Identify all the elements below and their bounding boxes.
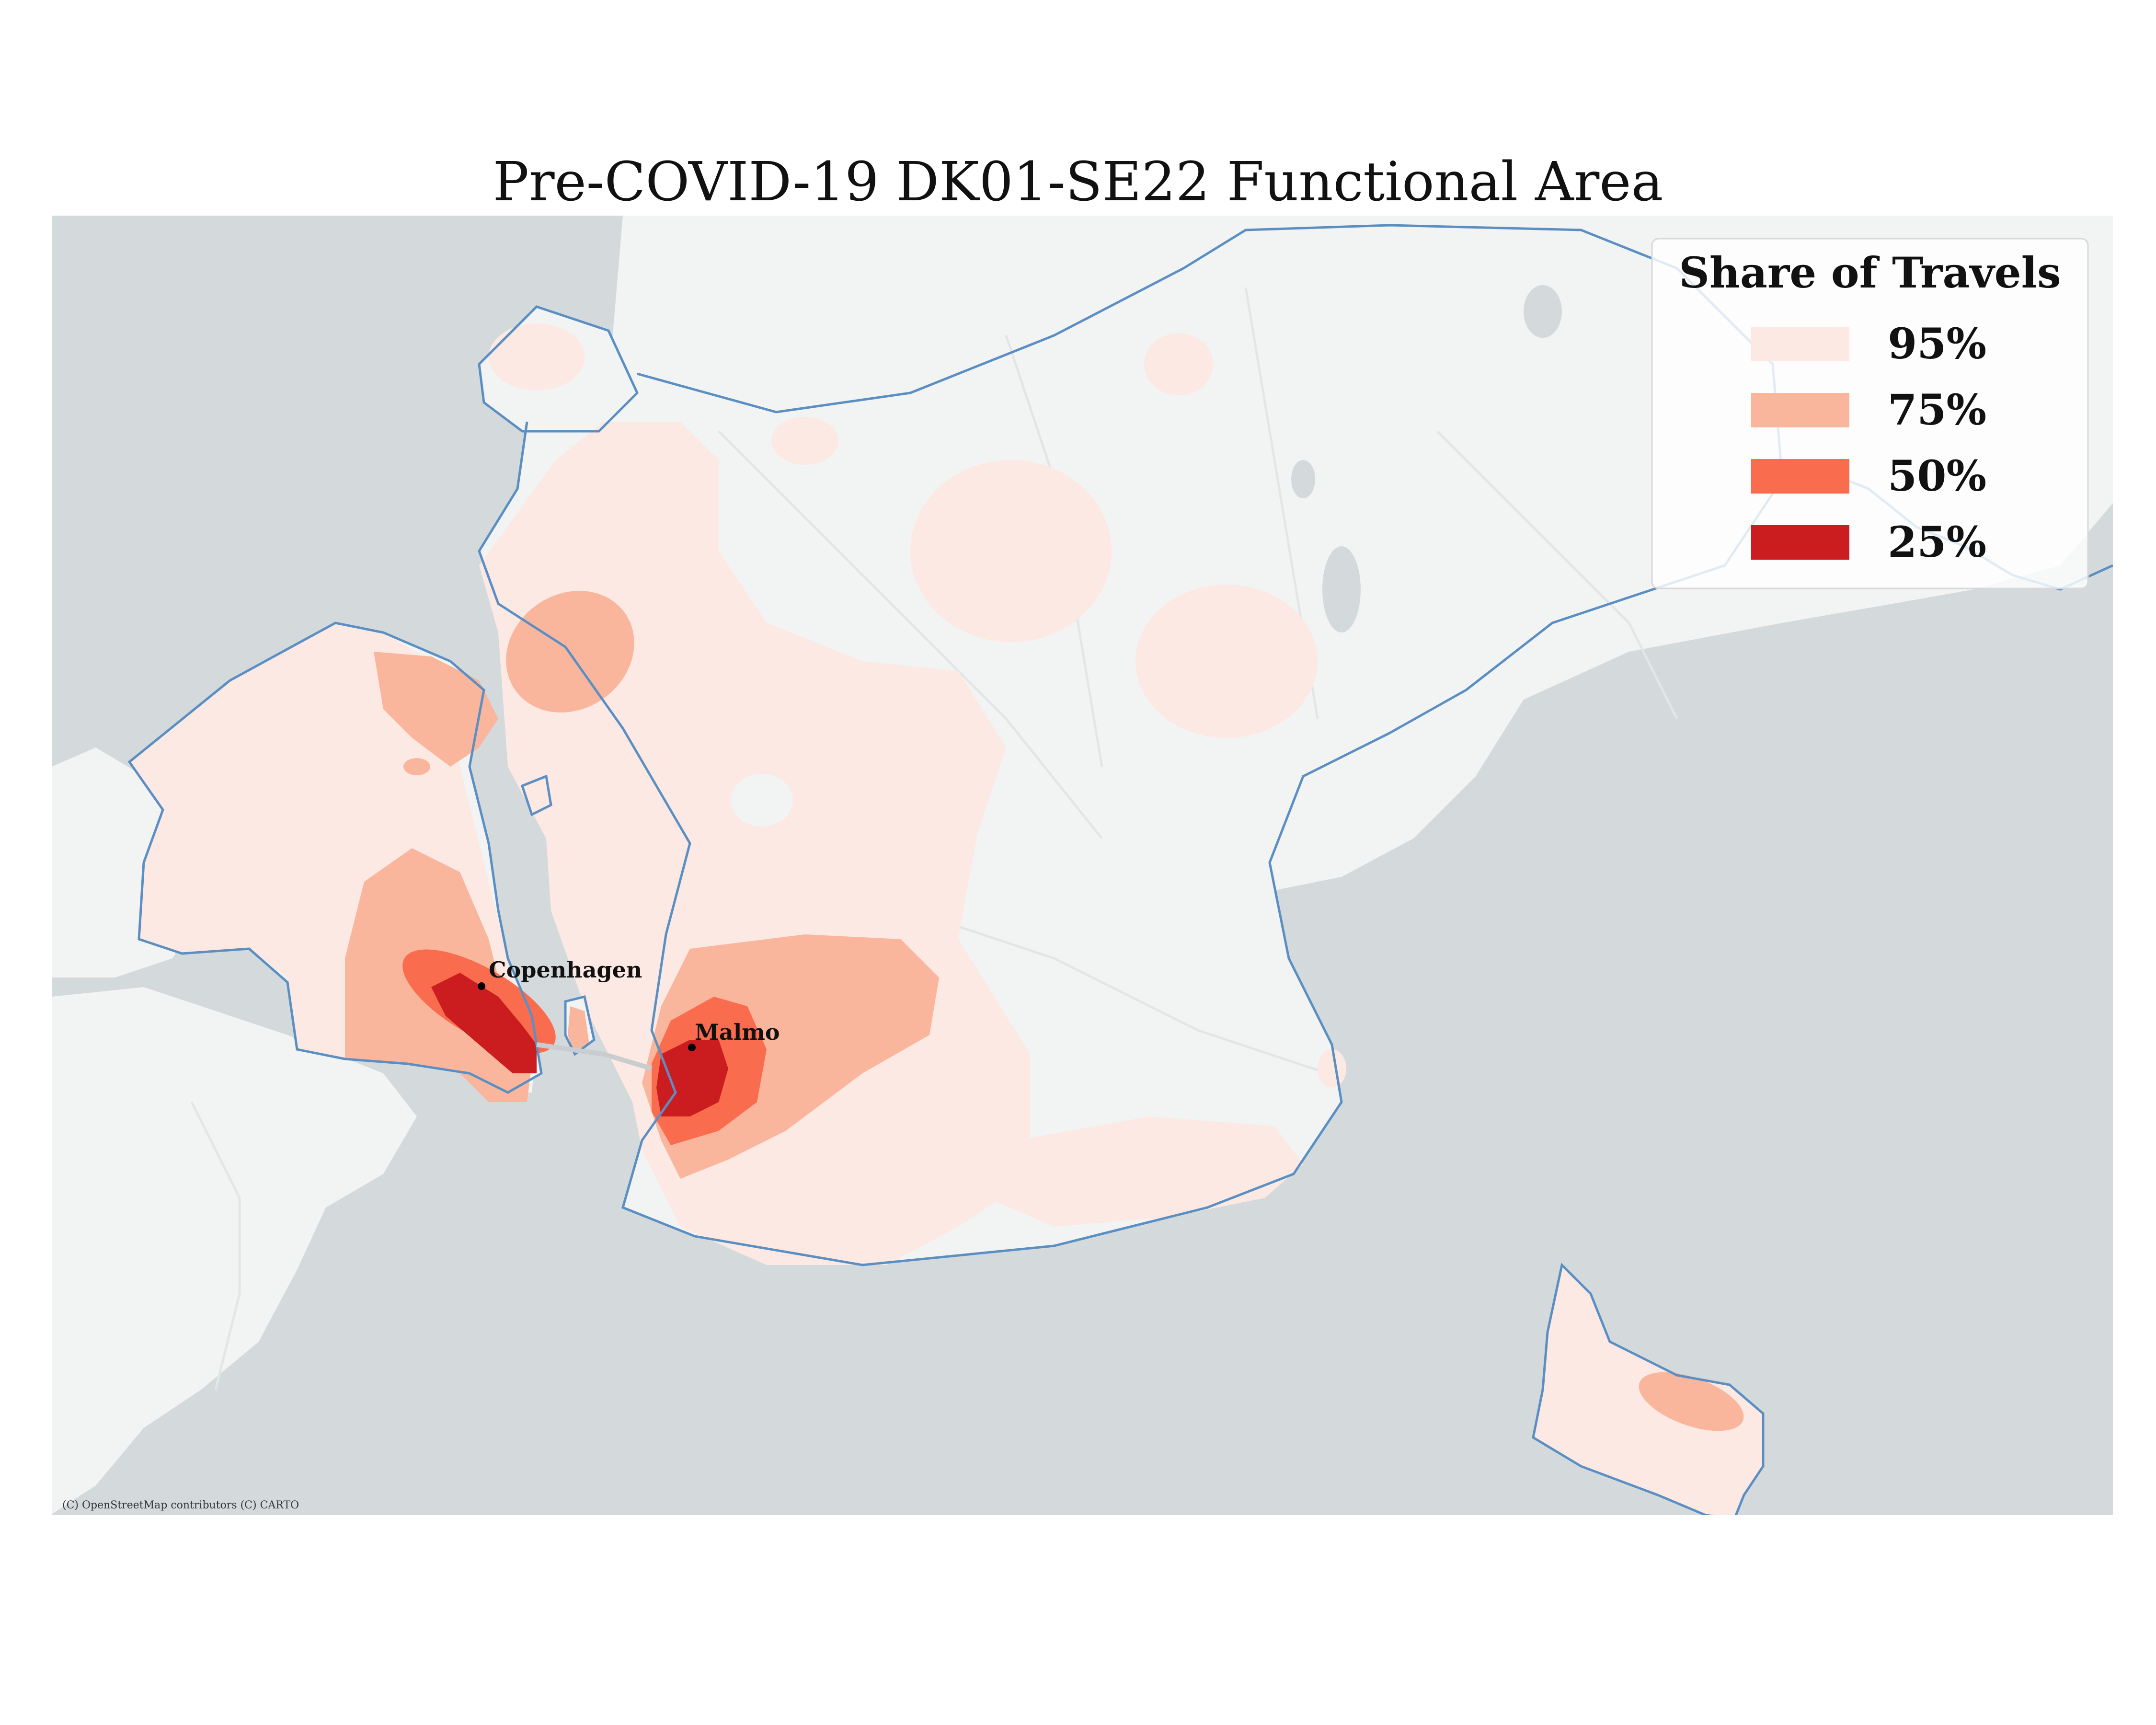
legend-label-75: 75%	[1888, 385, 1986, 435]
copenhagen-marker[interactable]	[478, 982, 485, 990]
malmo-marker[interactable]	[688, 1044, 696, 1051]
legend-box	[1651, 238, 2089, 589]
map-title: Pre-COVID-19 DK01-SE22 Functional Area	[493, 151, 1663, 213]
legend-swatch-75	[1751, 393, 1849, 427]
legend-label-25: 25%	[1888, 517, 1986, 567]
legend: Share of Travels 95% 75% 50% 25%	[1651, 238, 2089, 589]
legend-swatch-25	[1751, 525, 1849, 560]
legend-label-50: 50%	[1888, 451, 1986, 501]
copenhagen-label: Copenhagen	[489, 957, 642, 983]
legend-swatch-95	[1751, 327, 1849, 361]
oresund-bridge	[536, 1042, 653, 1071]
legend-title: Share of Travels	[1679, 248, 2061, 298]
lake-hole	[731, 774, 793, 827]
map-attribution: (C) OpenStreetMap contributors (C) CARTO	[62, 1499, 299, 1511]
legend-swatch-50	[1751, 459, 1849, 494]
lakes-layer	[566, 285, 1562, 806]
contour-25	[431, 973, 728, 1116]
malmo-label: Malmo	[695, 1019, 780, 1045]
legend-label-95: 95%	[1888, 319, 1986, 368]
